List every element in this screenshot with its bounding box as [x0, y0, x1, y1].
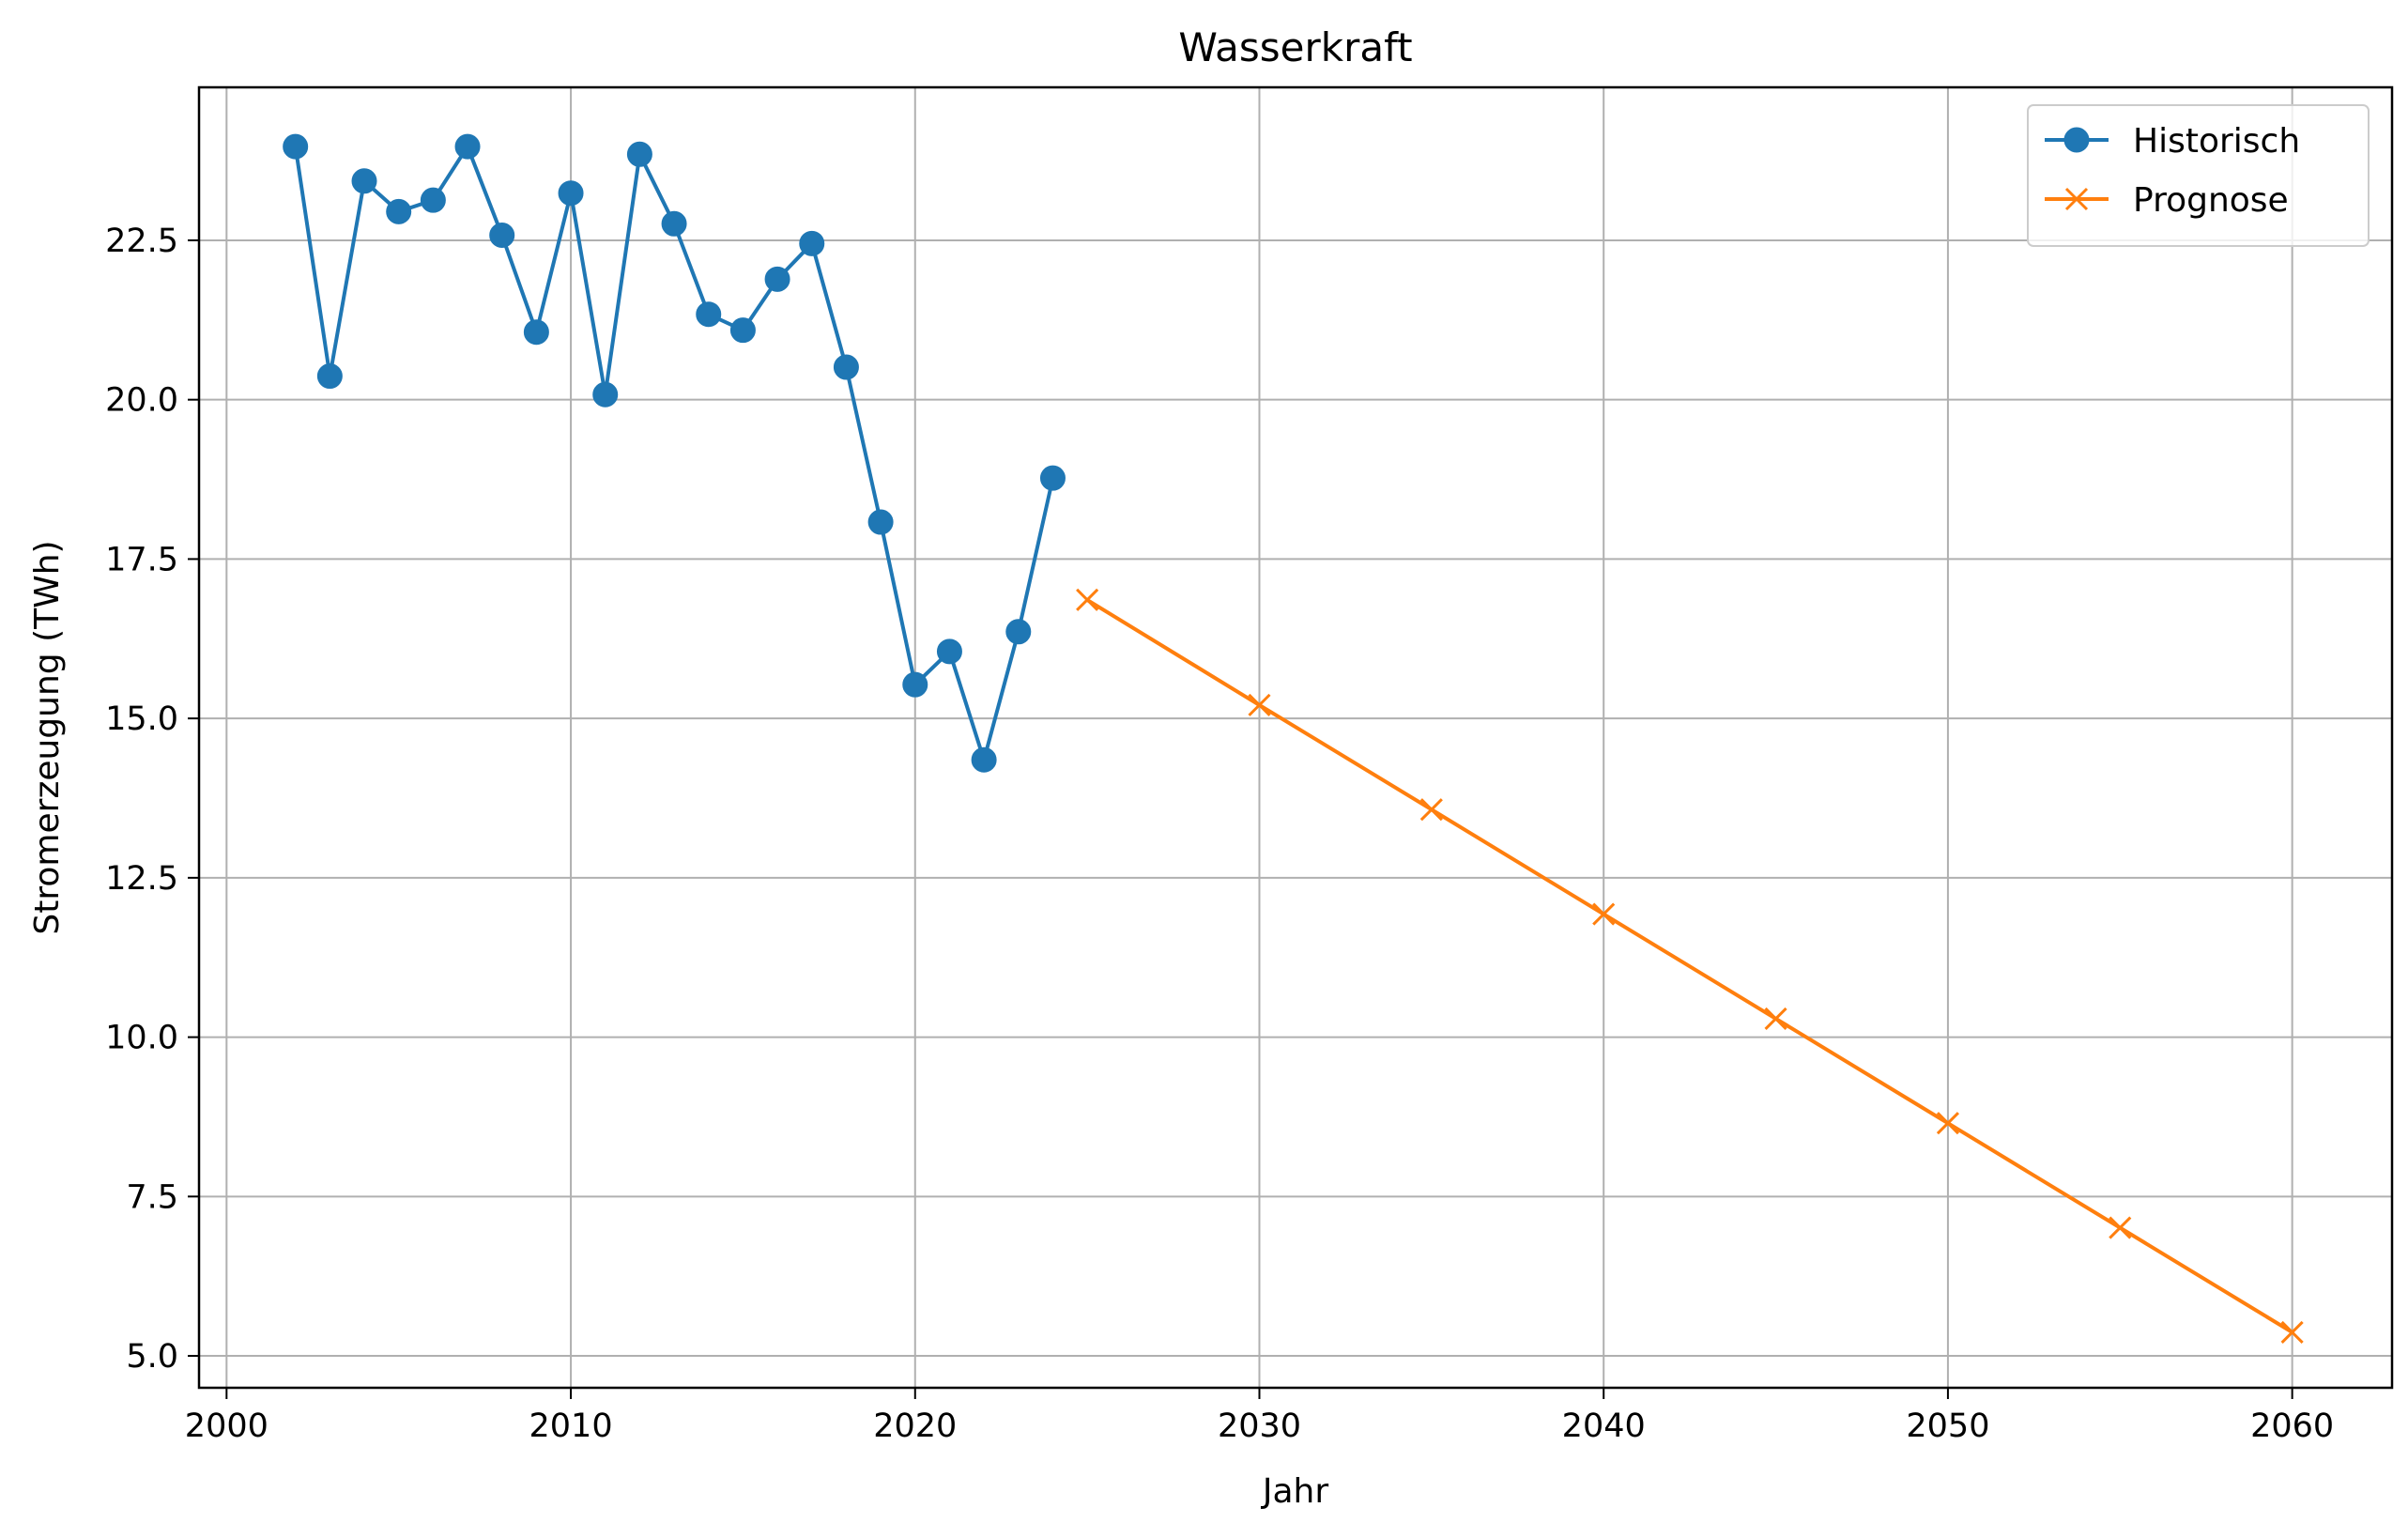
x-tick-label: 2000 [185, 1407, 268, 1445]
data-point [1936, 1112, 1959, 1135]
legend-label: Historisch [2133, 122, 2300, 161]
data-point [833, 354, 859, 380]
x-tick-label: 2060 [2250, 1407, 2334, 1445]
data-point [316, 363, 343, 390]
data-point [489, 223, 515, 249]
y-tick-label: 12.5 [105, 860, 178, 898]
ticks: 2000 2010 2020 2030 2040 2050 2060 5.0 7.5 10.0 12… [105, 223, 2334, 1445]
data-point [1076, 588, 1099, 611]
data-point [2280, 1320, 2304, 1344]
y-tick-label: 10.0 [105, 1020, 178, 1057]
legend-marker [2064, 187, 2089, 211]
data-point [523, 319, 549, 346]
legend: Historisch Prognose [2027, 104, 2370, 247]
data-point [696, 301, 722, 328]
series-line [1085, 597, 2294, 1334]
data-point [386, 198, 412, 224]
data-point [799, 230, 825, 256]
data-point [2109, 1216, 2132, 1239]
y-tick-label: 15.0 [105, 700, 178, 738]
data-point [902, 671, 928, 698]
data-point [936, 638, 962, 665]
legend-items: Historisch Prognose [2045, 122, 2300, 220]
data-point [1005, 619, 1032, 645]
x-tick-label: 2030 [1218, 1407, 1301, 1445]
y-tick-label: 7.5 [126, 1178, 178, 1216]
y-tick-label: 5.0 [126, 1338, 178, 1376]
data-point [1248, 693, 1271, 716]
data-point [867, 509, 894, 535]
data-point [592, 381, 619, 408]
data-point [454, 133, 481, 160]
series-layer [283, 133, 2304, 1344]
data-point [1419, 798, 1443, 822]
data-point [1592, 902, 1616, 926]
data-point [420, 187, 446, 213]
x-tick-label: 2010 [529, 1407, 613, 1445]
y-tick-label: 20.0 [105, 382, 178, 420]
legend-label: Prognose [2133, 181, 2289, 220]
data-point [351, 168, 377, 194]
data-point [1039, 465, 1066, 491]
data-point [626, 141, 652, 167]
series-prognose [1076, 588, 2304, 1344]
y-tick-label: 17.5 [105, 541, 178, 578]
x-tick-label: 2050 [1906, 1407, 1989, 1445]
chart-title: Wasserkraft [1178, 24, 1412, 70]
legend-marker [2063, 127, 2090, 153]
x-tick-label: 2020 [873, 1407, 957, 1445]
data-point [764, 266, 790, 292]
grid [199, 87, 2392, 1388]
data-point [1764, 1007, 1787, 1030]
y-tick-label: 22.5 [105, 223, 178, 260]
data-point [661, 210, 687, 237]
x-axis-label: Jahr [1261, 1472, 1328, 1511]
data-point [971, 746, 997, 773]
x-tick-label: 2040 [1562, 1407, 1646, 1445]
plot-frame [197, 85, 2394, 1390]
data-point [283, 133, 309, 160]
series-historisch [283, 133, 1066, 773]
y-axis-label: Stromerzeugung (TWh) [28, 540, 67, 934]
legend-box [2027, 104, 2370, 247]
data-point [729, 317, 756, 344]
data-point [558, 180, 584, 207]
